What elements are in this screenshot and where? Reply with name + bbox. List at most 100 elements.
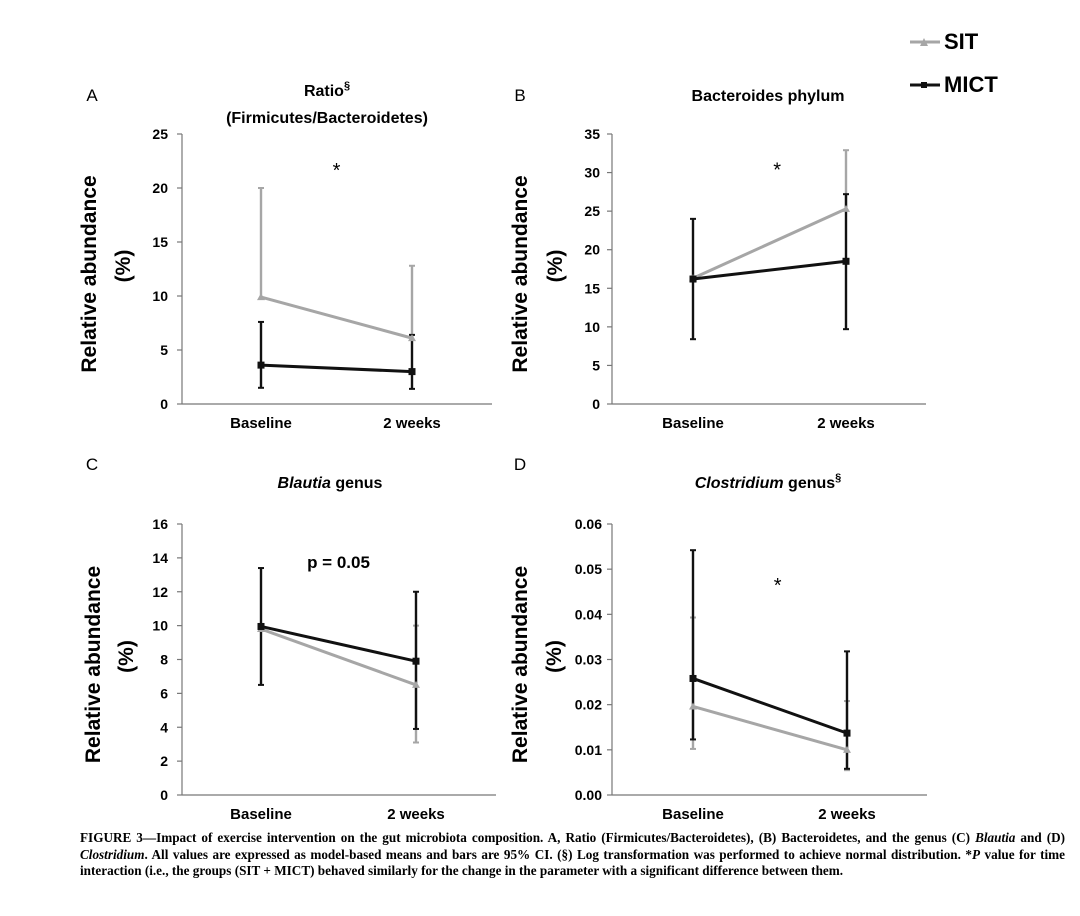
panel-a-ytick-label-1: 5 bbox=[160, 342, 168, 358]
panel-b-title-line-1: Bacteroides phylum bbox=[692, 88, 845, 105]
panel-c-ytick-label-7: 14 bbox=[152, 550, 168, 566]
panel-b-annotation: * bbox=[773, 159, 781, 181]
panel-c-sit-line bbox=[260, 627, 417, 687]
panel-a-title-line-1: Ratio§ bbox=[304, 80, 350, 100]
caption-genus-blautia: Blautia bbox=[975, 830, 1016, 845]
panel-b-mict-point-2 bbox=[842, 257, 850, 265]
panel-d-ytick-label-1: 0.01 bbox=[575, 742, 602, 758]
panel-b-sit-line bbox=[692, 207, 847, 280]
figure-caption: FIGURE 3—Impact of exercise intervention… bbox=[80, 830, 1065, 880]
panel-b-sit-point-2 bbox=[842, 204, 850, 212]
panel-a-mict-point-2 bbox=[408, 368, 416, 376]
panel-b-ytick-label-7: 35 bbox=[584, 126, 600, 142]
panel-d-sit-point-1 bbox=[689, 702, 697, 710]
chart-legend: SIT MICT bbox=[908, 22, 1058, 112]
panel-d-sit-line bbox=[692, 705, 848, 752]
panel-d-title-italic: Clostridium bbox=[695, 475, 784, 492]
panel-b-ytick-label-3: 15 bbox=[584, 280, 600, 296]
panel-a-annotation: * bbox=[333, 160, 341, 182]
panel-d-ylabel: Relative abundance bbox=[509, 566, 532, 763]
panel-a-xtick-label-1: Baseline bbox=[230, 415, 292, 432]
panel-d-title-text: genus bbox=[784, 475, 836, 492]
panel-c-ytick-label-8: 16 bbox=[152, 516, 168, 532]
panel-d-ytick-label-0: 0.00 bbox=[575, 787, 602, 803]
panel-a-title-line-2: (Firmicutes/Bacteroidetes) bbox=[226, 110, 428, 127]
panel-c-ytick-label-1: 2 bbox=[160, 753, 168, 769]
panel-b-ytick-label-2: 10 bbox=[584, 319, 600, 335]
panel-d-ytick-label-6: 0.06 bbox=[575, 516, 602, 532]
panel-d-mict-line bbox=[692, 677, 848, 735]
panel-d-title-sup: § bbox=[835, 472, 841, 484]
panel-c-title-italic: Blautia bbox=[278, 475, 331, 492]
panel-d-mict-point-1 bbox=[689, 674, 697, 682]
panel-c: C Blautia genus Relative abundance (%) 0 2 4 6 8… bbox=[82, 455, 496, 823]
caption-p-symbol: P bbox=[972, 846, 981, 862]
panel-b: B Bacteroides phylum Relative abundance (%)… bbox=[509, 86, 926, 432]
panel-b-ylabel-unit: (%) bbox=[544, 250, 567, 283]
panel-a-sit-point-2 bbox=[408, 334, 416, 342]
panel-c-sit-point-2 bbox=[412, 680, 420, 688]
panel-a-letter: A bbox=[86, 86, 98, 105]
panel-a-mict-line bbox=[260, 363, 413, 374]
panel-a-sit-line bbox=[260, 295, 413, 340]
panel-c-xtick-label-2: 2 weeks bbox=[387, 806, 445, 823]
panel-a-ytick-label-2: 10 bbox=[152, 288, 168, 304]
panel-b-letter: B bbox=[514, 86, 525, 105]
panel-d-ylabel-unit: (%) bbox=[543, 640, 566, 673]
panel-a-mict-point-1 bbox=[257, 361, 265, 369]
legend-label-sit: SIT bbox=[944, 29, 979, 54]
legend-swatch-sit bbox=[910, 38, 940, 46]
panel-c-ytick-label-0: 0 bbox=[160, 787, 168, 803]
panel-b-ytick-label-5: 25 bbox=[584, 203, 600, 219]
panel-a-ytick-label-0: 0 bbox=[160, 396, 168, 412]
caption-mid: and (D) bbox=[1015, 830, 1065, 845]
panel-b-title-text: Bacteroides phylum bbox=[692, 88, 845, 105]
panel-a-title-sup: § bbox=[344, 80, 350, 92]
panel-d-sit-point-2 bbox=[843, 745, 851, 753]
panel-b-ytick-label-6: 30 bbox=[584, 165, 600, 181]
panel-d-ytick-label-4: 0.04 bbox=[575, 606, 602, 622]
panel-d-letter: D bbox=[514, 455, 526, 474]
panel-c-ytick-label-6: 12 bbox=[152, 584, 168, 600]
panel-b-mict-line bbox=[692, 259, 847, 281]
panel-c-annotation: p = 0.05 bbox=[307, 553, 370, 572]
panel-a-ytick-label-4: 20 bbox=[152, 180, 168, 196]
panel-d-mict-point-2 bbox=[843, 729, 851, 737]
caption-genus-clostridium: Clostridium bbox=[80, 846, 145, 862]
panel-a-xtick-label-2: 2 weeks bbox=[383, 415, 441, 432]
panel-c-mict-point-2 bbox=[412, 657, 420, 665]
panel-b-ytick-label-0: 0 bbox=[592, 396, 600, 412]
panel-d: D Clostridium genus§ Relative abundance (%)… bbox=[509, 455, 927, 823]
panel-c-mict-line bbox=[260, 625, 417, 663]
panel-c-ytick-label-5: 10 bbox=[152, 618, 168, 634]
panel-c-ytick-label-4: 8 bbox=[160, 652, 168, 668]
panel-c-ylabel: Relative abundance bbox=[82, 566, 105, 763]
panel-c-ytick-label-2: 4 bbox=[160, 719, 168, 735]
panel-c-mict-point-1 bbox=[257, 622, 265, 630]
caption-lead: FIGURE 3—Impact of exercise intervention… bbox=[80, 830, 976, 845]
panel-d-ytick-label-2: 0.02 bbox=[575, 697, 602, 713]
caption-rest-1: . All values are expressed as model-base… bbox=[144, 846, 973, 862]
panel-c-ylabel-unit: (%) bbox=[115, 640, 138, 673]
panel-a-title-text: (Firmicutes/Bacteroidetes) bbox=[226, 110, 428, 127]
panel-a-sit-point-1 bbox=[257, 293, 265, 301]
panel-c-title-line-1: Blautia genus bbox=[278, 475, 383, 492]
panel-a-ytick-label-5: 25 bbox=[152, 126, 168, 142]
panel-b-ylabel: Relative abundance bbox=[509, 175, 532, 372]
panel-a-ylabel-unit: (%) bbox=[112, 250, 135, 283]
legend-label-mict: MICT bbox=[944, 72, 998, 97]
panel-a: A Ratio§ (Firmicutes/Bacteroidetes) Relativ… bbox=[78, 80, 492, 432]
panel-a-title-text: Ratio bbox=[304, 83, 344, 100]
panel-d-ytick-label-5: 0.05 bbox=[575, 561, 602, 577]
panel-d-ytick-label-3: 0.03 bbox=[575, 652, 602, 668]
legend-swatch-mict bbox=[910, 82, 940, 88]
panel-b-mict-point-1 bbox=[689, 275, 697, 283]
panel-c-letter: C bbox=[86, 455, 98, 474]
panel-b-ytick-label-1: 5 bbox=[592, 357, 600, 373]
panel-b-ytick-label-4: 20 bbox=[584, 242, 600, 258]
panel-d-xtick-label-1: Baseline bbox=[662, 806, 724, 823]
panel-c-title-text: genus bbox=[331, 475, 383, 492]
panel-a-ylabel: Relative abundance bbox=[78, 175, 101, 372]
panel-d-title-line-1: Clostridium genus§ bbox=[695, 472, 842, 492]
